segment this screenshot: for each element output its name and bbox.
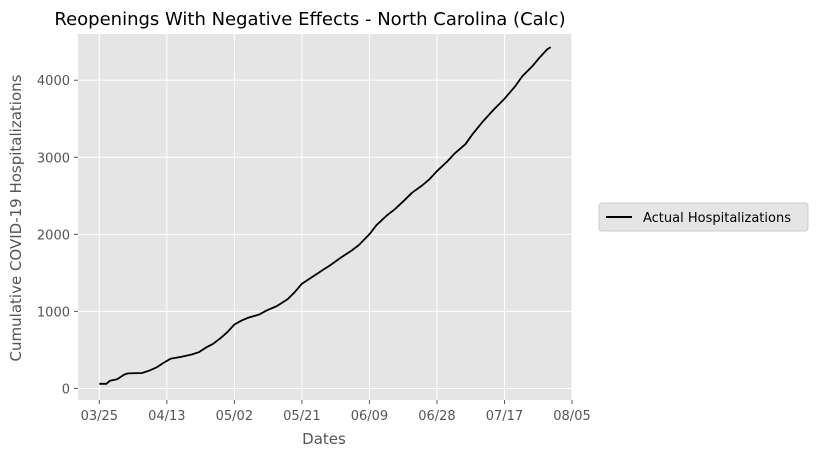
legend-box: [598, 202, 809, 232]
x-axis-label: Dates: [302, 430, 346, 448]
x-tick-label: 03/25: [81, 409, 118, 424]
plot-area: [78, 34, 572, 400]
x-tick-label: 06/09: [351, 409, 388, 424]
x-tick-label: 08/05: [553, 409, 590, 424]
x-tick-label: 04/13: [148, 409, 185, 424]
x-tick-label: 05/21: [283, 409, 320, 424]
x-axis-ticks: 03/25 04/13 05/02 05/21 06/09 06/28 07/17 08/05: [81, 400, 591, 424]
series-line-actual-hospitalizations: [99, 46, 552, 385]
y-gridlines: [78, 79, 572, 389]
y-tick-label: 2000: [37, 228, 70, 243]
chart-title: Reopenings With Negative Effects - North…: [54, 9, 565, 30]
y-tick-label: 0: [62, 382, 70, 397]
y-tick-label: 4000: [37, 74, 70, 89]
x-tick-label: 07/17: [486, 409, 523, 424]
y-tick-label: 3000: [37, 151, 70, 166]
x-tick-label: 05/02: [216, 409, 253, 424]
legend: Actual Hospitalizations: [598, 202, 809, 232]
series-layer: [99, 46, 552, 385]
y-axis-label: Cumulative COVID-19 Hospitalizations: [7, 74, 25, 361]
x-tick-label: 06/28: [418, 409, 455, 424]
legend-label: Actual Hospitalizations: [643, 211, 791, 226]
x-gridlines: [98, 34, 573, 400]
y-axis-ticks: 0 1000 2000 3000 4000: [37, 74, 78, 397]
y-tick-label: 1000: [37, 305, 70, 320]
